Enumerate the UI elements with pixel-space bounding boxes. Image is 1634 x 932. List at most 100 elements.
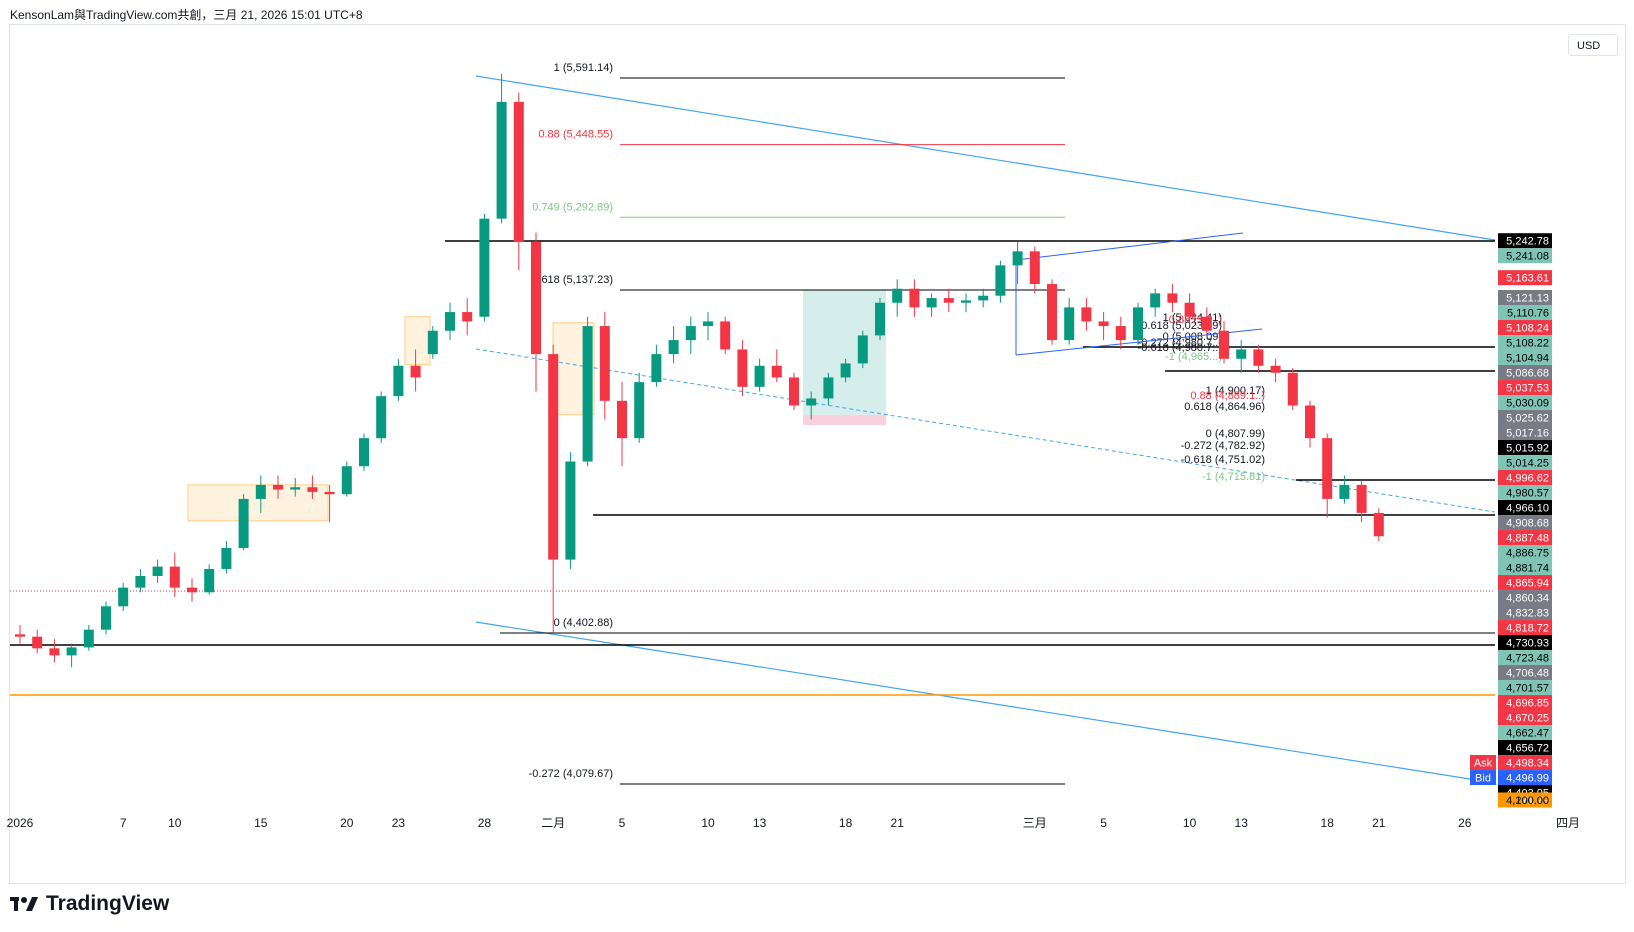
- price-label-bg: [1498, 395, 1552, 411]
- candle-body: [1219, 330, 1229, 359]
- price-axis-label: 4,881.74: [1498, 560, 1552, 576]
- candle-body: [617, 400, 627, 439]
- date-axis-label: 二月: [541, 816, 565, 830]
- fib-small-label: -0.618 (4,980.7..): [1138, 342, 1222, 354]
- price-label-bg: [1498, 740, 1552, 756]
- price-label-text: 5,104.94: [1506, 353, 1549, 365]
- chart-frame: [9, 24, 1626, 884]
- price-axis-label: 5,108.22: [1498, 335, 1552, 351]
- price-label-text: 5,110.76: [1507, 308, 1549, 320]
- price-label-text: 4,496.99: [1506, 773, 1549, 785]
- price-label-text: 4,271.79: [1506, 795, 1549, 807]
- price-label-bg: [1498, 605, 1552, 621]
- tradingview-logo[interactable]: TradingView: [10, 892, 169, 916]
- price-axis-label: 4,706.48: [1498, 665, 1552, 681]
- candle-body: [118, 587, 129, 607]
- candle-body: [49, 648, 60, 656]
- fib-level-label: 0.88 (5,448.55): [538, 129, 613, 141]
- price-axis-label: 4,670.25: [1498, 710, 1552, 726]
- candle-body: [359, 438, 369, 467]
- date-axis-label: 10: [701, 816, 715, 830]
- candle-body: [978, 295, 989, 301]
- price-label-bg: [1498, 290, 1552, 306]
- price-label-bg: [1498, 270, 1552, 286]
- candle-body: [1184, 302, 1195, 317]
- candle-body: [703, 321, 713, 327]
- candle-body: [135, 575, 146, 588]
- fib-level-label: 1 (5,591.14): [554, 62, 613, 74]
- price-label-text: 5,037.53: [1506, 383, 1549, 395]
- candle-body: [1322, 438, 1333, 499]
- fib-level-label: 0.749 (5,292.89): [532, 201, 613, 213]
- price-label-bg: [1498, 770, 1552, 786]
- candle-body: [1012, 251, 1023, 266]
- candle-body: [273, 484, 283, 490]
- price-label-text: 4,696.85: [1506, 698, 1549, 710]
- candle-body: [789, 377, 799, 406]
- candle-body: [668, 340, 679, 355]
- price-label-bg: [1498, 320, 1552, 336]
- candle-body: [324, 491, 335, 495]
- price-label-text: 4,908.68: [1506, 518, 1549, 530]
- price-axis-label: 5,121.13: [1498, 290, 1552, 306]
- price-label-text: 4,860.34: [1506, 593, 1549, 605]
- candle-body: [961, 300, 971, 303]
- candle-body: [548, 354, 559, 560]
- candle-body: [255, 484, 266, 499]
- upper-trendline: [475, 75, 1496, 241]
- candle-body: [152, 566, 163, 576]
- fib-small-label: -0.272 (4,782.92): [1181, 440, 1265, 452]
- price-label-text: 5,108.22: [1506, 338, 1549, 350]
- fib-level-label: 0 (4,402.88): [554, 617, 613, 629]
- candle-body: [1305, 405, 1315, 439]
- candle-body: [754, 365, 765, 387]
- price-label-text: 4,996.62: [1506, 473, 1549, 485]
- price-label-bg: [1498, 410, 1552, 426]
- price-label-text: 4,200.00: [1506, 795, 1549, 807]
- candle-body: [32, 636, 43, 649]
- date-axis-label: 13: [1235, 816, 1249, 830]
- price-tag-text: Bid: [1475, 773, 1491, 785]
- price-label-text: 4,980.57: [1506, 488, 1549, 500]
- price-label-bg: [1498, 665, 1552, 681]
- price-axis-label: 5,110.76: [1498, 305, 1552, 321]
- candle-body: [462, 312, 473, 322]
- candle-body: [66, 647, 77, 656]
- price-label-text: 4,498.34: [1506, 758, 1549, 770]
- date-axis-label: 2026: [7, 816, 34, 830]
- date-axis-label: 20: [340, 816, 354, 830]
- price-axis-label: 5,015.92: [1498, 440, 1552, 456]
- price-label-bg: [1498, 515, 1552, 531]
- price-label-text: 4,670.25: [1506, 713, 1549, 725]
- price-label-text: 4,887.48: [1506, 533, 1549, 545]
- candle-body: [857, 335, 868, 364]
- date-axis-label: 10: [1183, 816, 1197, 830]
- fib-small-label: 0.618 (4,864.96): [1184, 401, 1265, 413]
- price-axis-label: 4,200.00: [1506, 795, 1549, 807]
- candle-body: [1115, 326, 1126, 341]
- price-label-text: 4,832.83: [1506, 608, 1549, 620]
- candle-body: [1253, 349, 1264, 366]
- candle-body: [221, 547, 232, 569]
- date-axis-label: 15: [254, 816, 268, 830]
- fib-small-label: 0.88 (4,889.1..): [1190, 390, 1265, 402]
- candle-body: [1081, 307, 1092, 322]
- candle-body: [1133, 307, 1143, 341]
- fib-small-label: -1 (4,965...): [1165, 351, 1222, 363]
- price-label-bg: [1498, 305, 1552, 321]
- price-label-bg: [1498, 792, 1552, 808]
- channel-line: [1015, 232, 1244, 261]
- date-axis-label: 7: [120, 816, 127, 830]
- price-label-text: 4,701.57: [1506, 683, 1549, 695]
- candle-body: [169, 566, 180, 588]
- currency-selector[interactable]: USD: [1568, 34, 1618, 56]
- date-axis-label: 5: [1100, 816, 1107, 830]
- price-label-bg: [1498, 425, 1552, 441]
- price-label-text: 5,017.16: [1506, 428, 1549, 440]
- price-label-text: 4,730.93: [1506, 638, 1549, 650]
- candle-body: [307, 487, 318, 492]
- candle-body: [410, 365, 421, 378]
- price-axis-label: 4,696.85: [1498, 695, 1552, 711]
- candle-body: [1236, 349, 1247, 359]
